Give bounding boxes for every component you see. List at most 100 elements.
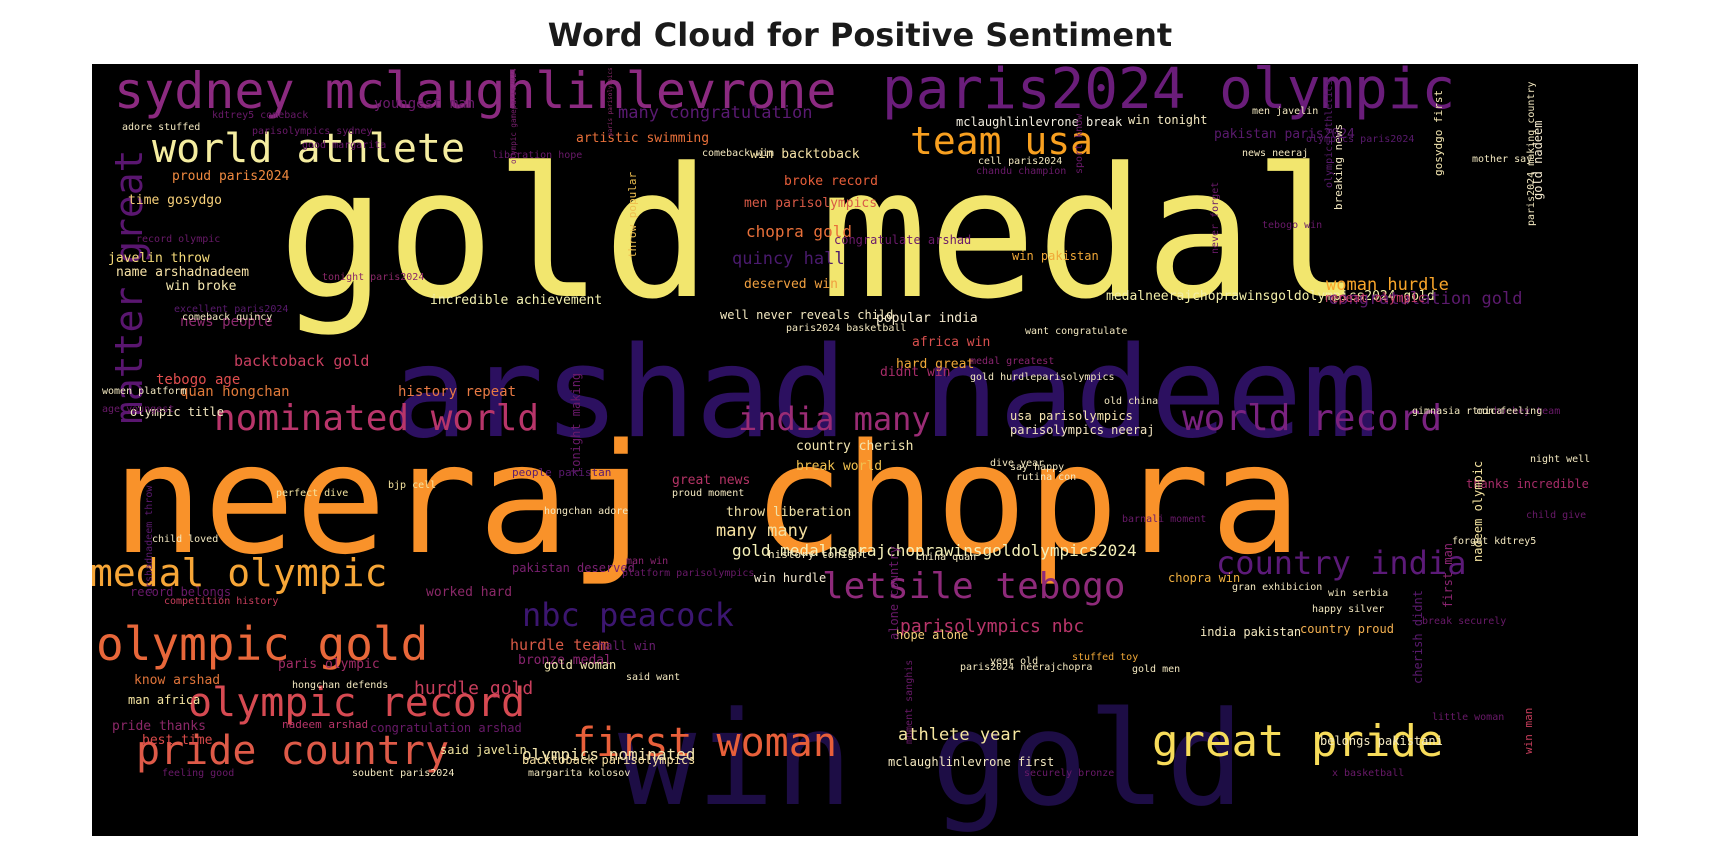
cloud-word: excellent paris2024	[174, 304, 288, 315]
cloud-word: chopra win	[1168, 571, 1240, 585]
cloud-word: old china	[1104, 396, 1158, 407]
cloud-word: x basketball	[1332, 768, 1404, 779]
cloud-word: paris2024 making country	[1526, 82, 1537, 227]
cloud-word: said want	[626, 672, 680, 683]
cloud-word: tebogo age	[156, 372, 240, 388]
cloud-word: bronze medal	[518, 653, 612, 668]
cloud-word: mclaughlinlevrone break	[956, 115, 1123, 129]
cloud-word: breaking news	[1332, 124, 1345, 210]
cloud-word: perfect dive	[276, 488, 348, 499]
cloud-word: gold hurdleparisolympics	[970, 372, 1115, 383]
cloud-word: many congratulation	[618, 103, 812, 123]
cloud-word: tebogo win	[1262, 220, 1322, 231]
word-cloud-canvas: gold medal neeraj chopra arshad nadeem win …	[92, 64, 1638, 836]
cloud-word: india many	[738, 400, 931, 438]
cloud-word: people pakistan	[512, 466, 611, 479]
cloud-word: rutina con	[1016, 472, 1076, 483]
cloud-word: world record	[1182, 398, 1442, 439]
cloud-word: country cherish	[796, 439, 913, 454]
cloud-word: nadeem olympic	[1471, 461, 1485, 562]
cloud-word: name arshadnadeem	[116, 265, 249, 280]
cloud-word: great pride	[1152, 716, 1443, 767]
cloud-word: backtoback gold	[234, 352, 369, 370]
cloud-word: dive year	[990, 458, 1044, 469]
cloud-word: repeat olympic	[1324, 291, 1425, 305]
cloud-word: gold nadeem	[1531, 121, 1545, 200]
cloud-word: break world	[796, 459, 882, 474]
cloud-word: gold woman	[544, 658, 616, 672]
cloud-word: first man	[1441, 543, 1455, 608]
cloud-word: olympic gameparis2024	[509, 68, 518, 164]
cloud-word: paris2024 neerajchopra	[960, 662, 1092, 673]
cloud-word: news neeraj	[1242, 148, 1308, 159]
cloud-word: belongs pakistani	[1320, 734, 1443, 748]
cloud-word: olympic gold	[96, 617, 428, 671]
cloud-word: paris parisolympics	[607, 67, 614, 136]
cloud-word: sport know	[1074, 113, 1085, 174]
cloud-word: congratulate arshad	[834, 233, 971, 247]
cloud-word: man africa	[128, 693, 200, 707]
cloud-word: win serbia	[1328, 588, 1388, 599]
cloud-word: gosydgo first	[1432, 90, 1445, 176]
cloud-word: country india	[1216, 544, 1466, 582]
cloud-word: cell paris2024	[978, 156, 1062, 167]
cloud-word: gold men	[1132, 664, 1180, 675]
cloud-word: gran exhibicion	[1232, 582, 1322, 593]
cloud-word: nominated world	[214, 398, 539, 439]
cloud-word: gold medalneerajchoprawinsgoldolympics20…	[732, 541, 1137, 560]
cloud-word: neeraj chopra	[112, 411, 1302, 588]
cloud-word: javelin throw	[108, 251, 210, 266]
cloud-word: year old	[990, 656, 1038, 667]
cloud-word: athlete year	[898, 725, 1021, 745]
cloud-word: team usa	[910, 119, 1093, 163]
cloud-word: hope alone	[896, 628, 968, 642]
cloud-word: paris2024 olympic	[882, 64, 1455, 122]
cloud-word: platform parisolympics	[622, 568, 754, 579]
cloud-word: proud paris2024	[172, 169, 290, 184]
cloud-word: moment sanghis	[904, 660, 915, 744]
cloud-word: youngest man	[374, 96, 475, 112]
cloud-word: mclaughlinlevrone first	[888, 755, 1054, 769]
cloud-word: child loved	[152, 534, 218, 545]
cloud-word: know arshad	[134, 673, 220, 688]
cloud-word: olympics athletics	[1324, 80, 1335, 188]
cloud-word: say happy	[1010, 462, 1064, 473]
cloud-word: men javelin	[1252, 106, 1318, 117]
cloud-word: comeback quincy	[182, 312, 272, 323]
cloud-word: paris olympic	[278, 657, 380, 672]
cloud-word: win backtoback	[750, 147, 860, 162]
cloud-word: pakistan deserved	[512, 561, 635, 575]
cloud-word: con feeling	[1476, 406, 1542, 417]
cloud-word: didnt win	[880, 365, 950, 380]
cloud-word: news people	[180, 314, 273, 330]
cloud-word: great news	[672, 473, 750, 488]
cloud-word: happy silver	[1312, 604, 1384, 615]
cloud-word: parisolympics sydney	[252, 126, 372, 137]
cloud-word: good margarita	[302, 140, 386, 151]
cloud-word: hall win	[598, 639, 656, 653]
cloud-word: india pakistan	[1200, 625, 1301, 639]
cloud-word: throw liberation	[726, 505, 851, 520]
cloud-word: cherish didnt	[1411, 590, 1425, 684]
cloud-word: hongchan adore	[544, 506, 628, 517]
cloud-word: first woman	[572, 720, 837, 766]
cloud-word: hurdle gold	[414, 678, 533, 699]
cloud-word: olympics nominated	[522, 745, 695, 764]
cloud-word: letsile tebogo	[822, 566, 1125, 607]
cloud-word: liberation hope	[492, 150, 582, 161]
cloud-word: pride thanks	[112, 719, 206, 734]
cloud-word: best time	[142, 733, 213, 748]
cloud-word: quan hongchan	[180, 384, 290, 400]
cloud-word: sydney mclaughlinlevrone	[114, 64, 836, 120]
cloud-word: many many	[716, 521, 808, 541]
cloud-word: congratulation arshad	[370, 721, 522, 735]
cloud-word: alone country	[887, 546, 901, 640]
cloud-word: win man	[1522, 708, 1535, 754]
cloud-word: pakistan paris2024	[1214, 127, 1355, 142]
cloud-word: medal olympic	[92, 551, 387, 595]
cloud-word: quincy hall	[732, 249, 845, 269]
cloud-word: break securely	[1422, 616, 1506, 627]
cloud-word: popular india	[876, 311, 978, 326]
cloud-word: stuffed toy	[1072, 652, 1138, 663]
